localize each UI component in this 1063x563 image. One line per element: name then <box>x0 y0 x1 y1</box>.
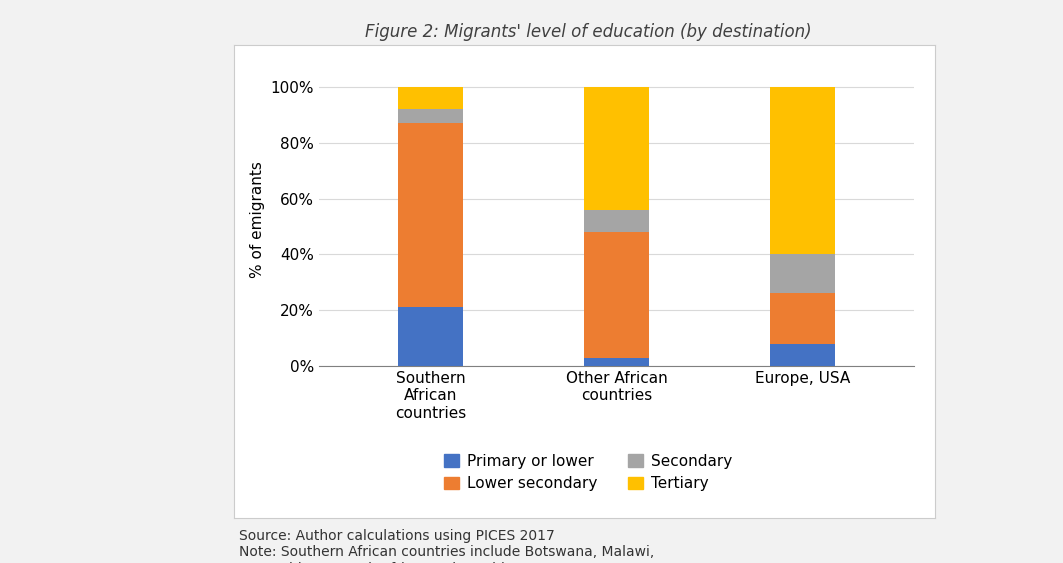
Y-axis label: % of emigrants: % of emigrants <box>250 161 265 278</box>
Bar <box>398 87 463 109</box>
Text: Figure 2: Migrants' level of education (by destination): Figure 2: Migrants' level of education (… <box>365 23 811 41</box>
Text: Source: Author calculations using PICES 2017
Note: Southern African countries in: Source: Author calculations using PICES … <box>239 529 655 563</box>
Bar <box>770 254 836 293</box>
Bar <box>584 87 649 210</box>
Bar <box>398 109 463 123</box>
Bar <box>584 232 649 358</box>
Legend: Primary or lower, Lower secondary, Secondary, Tertiary: Primary or lower, Lower secondary, Secon… <box>436 446 740 499</box>
Bar <box>770 87 836 254</box>
Bar <box>398 307 463 366</box>
Bar <box>584 210 649 232</box>
Bar <box>770 343 836 366</box>
Bar <box>770 293 836 343</box>
Bar <box>398 123 463 307</box>
Bar <box>584 358 649 366</box>
